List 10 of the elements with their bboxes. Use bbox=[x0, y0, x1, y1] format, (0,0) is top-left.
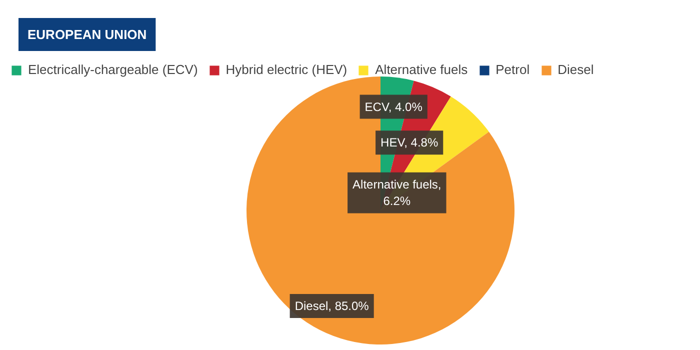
data-label: Alternative fuels, 6.2% bbox=[352, 177, 442, 208]
data-label: Diesel, 85.0% bbox=[294, 299, 370, 314]
legend-label: Hybrid electric (HEV) bbox=[226, 62, 348, 77]
legend-label: Alternative fuels bbox=[375, 62, 468, 77]
legend-label: Petrol bbox=[496, 62, 530, 77]
legend-label: Diesel bbox=[558, 62, 594, 77]
data-label: ECV, 4.0% bbox=[364, 100, 423, 114]
chart-title: EUROPEAN UNION bbox=[28, 27, 147, 42]
legend-label: Electrically-chargeable (ECV) bbox=[28, 62, 198, 77]
data-label: HEV, 4.8% bbox=[380, 136, 438, 150]
